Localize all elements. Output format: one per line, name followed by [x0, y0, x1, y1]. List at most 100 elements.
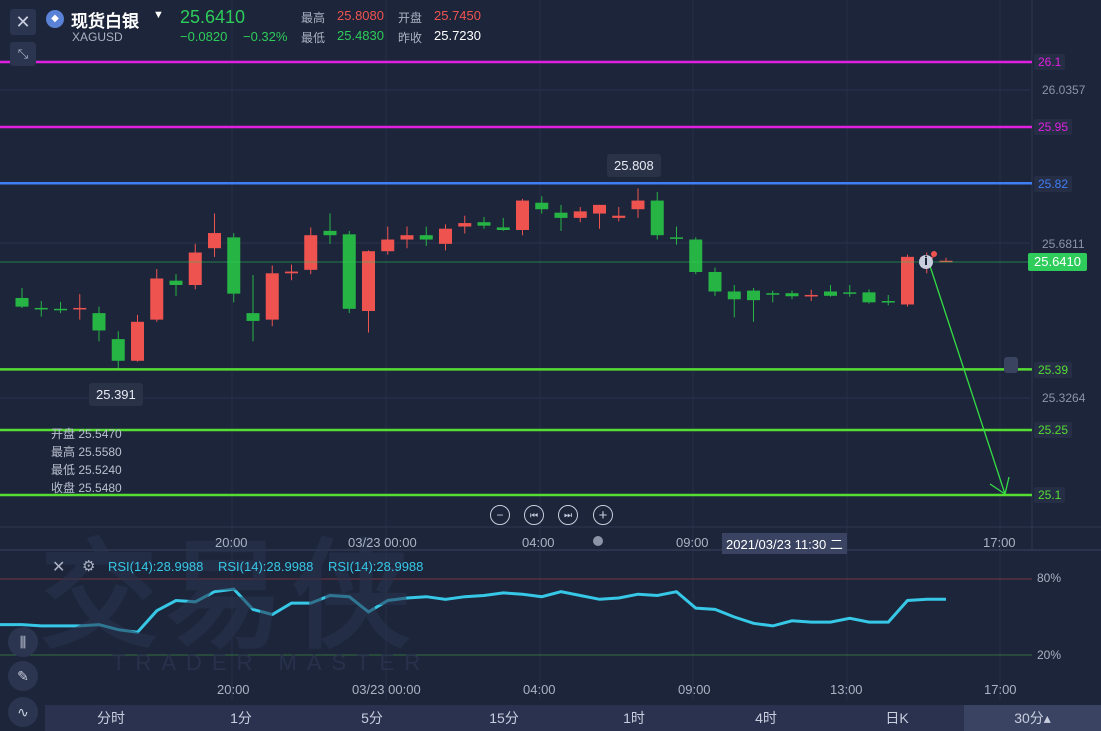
hline-tag[interactable]: 25.95	[1034, 119, 1073, 135]
candle	[901, 254, 914, 307]
candle	[824, 284, 837, 297]
symbol-name[interactable]: 现货白银	[71, 12, 139, 31]
watermark-brand-en: TRADER MASTER	[112, 650, 431, 675]
pencil-icon[interactable]: ✎	[8, 661, 38, 691]
tab-30min[interactable]: 30分▴	[964, 705, 1101, 731]
candle	[708, 267, 722, 296]
candles-icon[interactable]: ⫼	[8, 627, 38, 657]
close-rsi-icon[interactable]: ✕	[52, 559, 66, 576]
candle	[612, 207, 626, 222]
candle	[323, 213, 337, 244]
high-callout: 25.808	[607, 154, 661, 177]
current-price-tag: 25.6410	[1028, 253, 1087, 271]
candle	[111, 331, 125, 370]
hline-tag[interactable]: 26.1	[1034, 54, 1066, 70]
candle	[747, 288, 760, 322]
candle	[535, 196, 549, 214]
tab-timeshare[interactable]: 分时	[97, 710, 125, 726]
time-tick: 09:00	[676, 535, 709, 550]
collapse-arrows-icon[interactable]: ⤡	[10, 42, 36, 66]
time-tick: 17:00	[983, 535, 1016, 550]
candle	[265, 265, 279, 327]
candle	[458, 215, 472, 234]
crosshair-handle[interactable]	[593, 536, 603, 546]
silver-coin-icon: ◆	[46, 10, 64, 28]
candle	[15, 288, 29, 308]
prev-button[interactable]: ⏮	[524, 505, 544, 525]
info-marker-icon[interactable]	[919, 251, 937, 269]
hline-tag[interactable]: 25.82	[1034, 176, 1073, 192]
prev-close-label: 昨收	[398, 31, 423, 45]
candle	[689, 237, 703, 275]
crosshair-time-label: 2021/03/23 11:30 二	[722, 533, 847, 554]
candle	[650, 191, 664, 240]
tab-daily[interactable]: 日K	[885, 710, 909, 726]
candle	[804, 289, 818, 302]
rsi-time-tick: 20:00	[217, 682, 250, 697]
indicator-icon[interactable]: ∿	[8, 697, 38, 727]
bell-icon[interactable]	[1004, 357, 1018, 373]
ohlc-close: 收盘 25.5480	[51, 481, 122, 495]
watermark-brand: 交易侠	[40, 531, 419, 663]
close-icon[interactable]: ✕	[10, 9, 36, 35]
caret-down-icon[interactable]: ▼	[153, 9, 164, 21]
zoom-out-button[interactable]: −	[490, 505, 510, 525]
rsi-time-tick: 04:00	[523, 682, 556, 697]
trend-arrow[interactable]	[929, 265, 1010, 495]
ohlc-low: 最低 25.5240	[51, 463, 122, 477]
ohlc-high: 最高 25.5580	[51, 445, 122, 459]
rsi-time-tick: 03/23 00:00	[352, 682, 421, 697]
candle	[554, 204, 568, 231]
candle	[342, 230, 356, 314]
candle	[843, 284, 857, 297]
time-tick: 20:00	[215, 535, 248, 550]
next-button[interactable]: ⏭	[558, 505, 578, 525]
candle	[862, 289, 876, 304]
price-change-pct: −0.32%	[243, 29, 288, 44]
time-tick: 03/23 00:00	[348, 535, 417, 550]
rsi-level-high: 80%	[1037, 571, 1062, 585]
settings-gear-icon[interactable]: ⚙	[82, 558, 96, 575]
low-callout: 25.391	[89, 383, 143, 406]
hline-tag[interactable]: 25.39	[1034, 362, 1073, 378]
candle	[304, 227, 318, 275]
candle	[362, 250, 375, 333]
candle	[766, 290, 780, 303]
high-value: 25.8080	[337, 8, 384, 23]
candle	[381, 226, 395, 255]
low-value: 25.4830	[337, 28, 384, 43]
tab-1hour[interactable]: 1时	[623, 710, 645, 726]
price-tick: 25.6811	[1042, 237, 1085, 251]
hline-tag[interactable]: 25.25	[1034, 422, 1073, 438]
candles	[15, 188, 953, 370]
candle	[246, 275, 260, 342]
hline-tag[interactable]: 25.1	[1034, 487, 1066, 503]
candle	[169, 274, 183, 296]
tab-4hour[interactable]: 4时	[755, 710, 777, 726]
candle	[939, 257, 953, 263]
candle	[73, 294, 87, 320]
candle	[593, 204, 606, 229]
candle	[150, 268, 164, 322]
tab-15min[interactable]: 15分	[489, 710, 519, 726]
tab-1min[interactable]: 1分	[230, 710, 252, 726]
candle	[92, 306, 106, 342]
high-label: 最高	[301, 11, 326, 25]
candle	[208, 213, 221, 257]
price-change: −0.0820	[180, 29, 228, 44]
rsi-label: RSI(14):28.9988	[108, 559, 204, 574]
candle	[477, 217, 491, 229]
tab-5min[interactable]: 5分	[361, 710, 383, 726]
candle	[785, 290, 799, 300]
candle	[285, 264, 298, 281]
open-value: 25.7450	[434, 8, 481, 23]
zoom-in-button[interactable]: +	[593, 505, 613, 525]
grid	[0, 0, 1101, 700]
horizontal-lines[interactable]	[0, 60, 1032, 497]
rsi-time-tick: 09:00	[678, 682, 711, 697]
rsi-panel	[0, 549, 1101, 656]
rsi-level-low: 20%	[1037, 648, 1062, 662]
candle	[496, 217, 510, 231]
